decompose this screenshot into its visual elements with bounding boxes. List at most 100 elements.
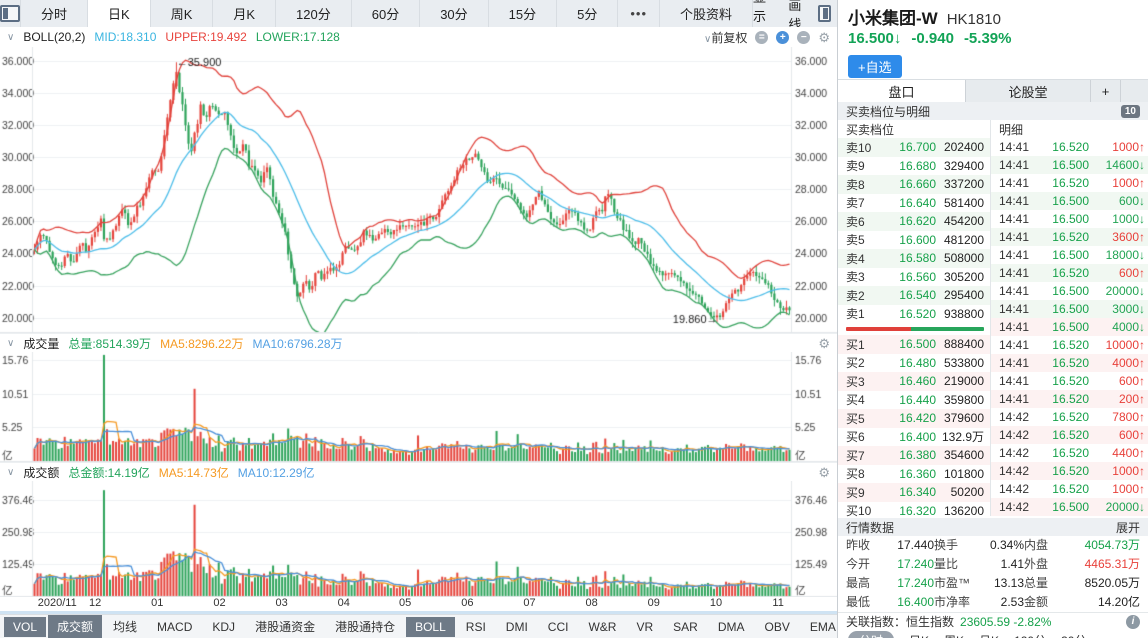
amount-settings-gear-icon[interactable]: ⚙ [818, 464, 830, 480]
main-price-chart[interactable] [0, 47, 837, 333]
indicator-tab-RSI[interactable]: RSI [465, 619, 486, 634]
period-tab-5分[interactable]: 5分 [557, 0, 619, 27]
market-label: 量比 [934, 557, 959, 571]
sell-level-row[interactable]: 卖1 16.520 938800 [846, 306, 984, 322]
adjust-mode-select[interactable]: ∨前复权 [704, 30, 748, 45]
buy-level-row[interactable]: 买5 16.420 379600 [838, 409, 990, 428]
buy-level-row[interactable]: 买10 16.320 136200 [846, 503, 984, 519]
indicator-tab-SAR[interactable]: SAR [673, 619, 698, 634]
buy-level-row[interactable]: 买3 16.460 219000 [838, 372, 990, 391]
boll-indicator-header: ∨ BOLL(20,2) MID:18.310 UPPER:19.492 LOW… [0, 27, 837, 47]
sell-level-row[interactable]: 卖10 16.700 202400 [838, 138, 990, 157]
panel-tab-+[interactable]: + [1091, 80, 1121, 102]
sell-levels-list: 卖10 16.700 202400 卖9 16.680 329400 卖8 16.660 337… [838, 138, 990, 323]
sell-level-row[interactable]: 卖8 16.660 337200 [838, 175, 990, 194]
tick-row: 14:42 16.520 1000↑ [991, 462, 1148, 480]
period-tab-15分[interactable]: 15分 [489, 0, 558, 27]
indicator-tab-DMA[interactable]: DMA [717, 619, 745, 634]
sell-level-row[interactable]: 卖9 16.680 329400 [846, 158, 984, 174]
indicator-tab-VR[interactable]: VR [636, 619, 654, 634]
panel-period-日K[interactable]: 日K [909, 632, 929, 638]
collapse-main-icon[interactable]: ∨ [7, 31, 15, 43]
volume-settings-gear-icon[interactable]: ⚙ [818, 335, 830, 351]
sell-level-row[interactable]: 卖4 16.580 508000 [838, 249, 990, 268]
period-tab-日K[interactable]: 日K [88, 0, 151, 27]
sell-level-row[interactable]: 卖6 16.620 454200 [838, 212, 990, 231]
sell-level-row[interactable]: 卖7 16.640 581400 [846, 195, 984, 211]
panel-tabs: 盘口 论股堂 + [838, 79, 1148, 103]
info-icon[interactable]: i [1126, 614, 1140, 629]
indicator-tab-港股通资金[interactable]: 港股通资金 [255, 620, 316, 634]
tick-row: 14:41 16.500 14600↓ [991, 156, 1148, 174]
chart-scrollbar[interactable] [0, 611, 837, 614]
period-tab-30分[interactable]: 30分 [420, 0, 489, 27]
market-label: 市净率 [934, 595, 971, 609]
period-tab-•••[interactable]: ••• [618, 0, 661, 27]
buy-level-row[interactable]: 买7 16.380 354600 [838, 446, 990, 465]
indicator-tab-MACD[interactable]: MACD [157, 619, 193, 634]
expand-button[interactable]: 展开 [1115, 520, 1140, 535]
indicator-tab-BOLL[interactable]: BOLL [406, 616, 455, 637]
boll-upper-value: UPPER:19.492 [165, 30, 247, 44]
indicator-tab-W&R[interactable]: W&R [588, 619, 617, 634]
zoom-out-icon[interactable]: − [797, 30, 811, 44]
indicator-tab-均线[interactable]: 均线 [113, 620, 138, 634]
zoom-in-icon[interactable]: + [776, 30, 790, 44]
buy-level-row[interactable]: 买6 16.400 132.9万 [846, 429, 984, 445]
indicator-tab-CCI[interactable]: CCI [547, 619, 569, 634]
buy-level-row[interactable]: 买8 16.360 101800 [846, 466, 984, 482]
indicator-tab-港股通持仓[interactable]: 港股通持仓 [335, 620, 396, 634]
tick-row: 14:42 16.520 7800↑ [999, 410, 1145, 424]
volume-chart[interactable] [0, 352, 837, 462]
toggle-right-panel-button[interactable] [818, 5, 832, 22]
month-label: 03 [275, 597, 288, 609]
panel-period-30分[interactable]: 30分 [1061, 632, 1086, 638]
add-favorite-button[interactable]: +自选 [848, 55, 902, 78]
period-tab-分时[interactable]: 分时 [21, 0, 89, 27]
sell-level-row[interactable]: 卖3 16.560 305200 [846, 269, 984, 285]
tick-row: 14:41 16.500 20000↓ [999, 284, 1145, 298]
panel-period-分时[interactable]: 分时 [848, 630, 895, 638]
tick-row: 14:41 16.500 600↓ [991, 192, 1148, 210]
sell-level-row[interactable]: 卖2 16.540 295400 [838, 286, 990, 305]
ratio-red-segment [846, 327, 911, 331]
buy-level-row[interactable]: 买1 16.500 888400 [838, 335, 990, 354]
last-price: 16.500↓ [848, 30, 902, 47]
tick-row: 14:41 16.520 10000↑ [999, 338, 1145, 352]
panel-period-月K[interactable]: 月K [979, 632, 999, 638]
indicator-tab-KDJ[interactable]: KDJ [212, 619, 236, 634]
period-tab-个股资料[interactable]: 个股资料 [660, 0, 754, 27]
related-index-row: 关联指数： 恒生指数 23605.59 -2.82% i [838, 612, 1148, 630]
index-name[interactable]: 恒生指数 [906, 615, 955, 629]
buy-level-row[interactable]: 买4 16.440 359800 [846, 392, 984, 408]
panel-tab-盘口[interactable]: 盘口 [838, 80, 966, 102]
indicator-tab-DMI[interactable]: DMI [505, 619, 528, 634]
market-label: 换手 [934, 538, 959, 552]
panel-tab-论股堂[interactable]: 论股堂 [966, 80, 1091, 102]
tick-row: 14:42 16.520 4400↑ [999, 446, 1145, 460]
toggle-left-panel-button[interactable] [0, 0, 21, 27]
indicator-tab-EMA[interactable]: EMA [809, 619, 836, 634]
reset-zoom-icon[interactable]: = [755, 30, 769, 44]
buy-level-row[interactable]: 买9 16.340 50200 [838, 483, 990, 502]
period-tab-周K[interactable]: 周K [151, 0, 214, 27]
panel-period-120分[interactable]: 120分 [1014, 632, 1046, 638]
month-label: 04 [337, 597, 350, 609]
collapse-amount-icon[interactable]: ∨ [7, 466, 15, 478]
main-settings-gear-icon[interactable]: ⚙ [818, 29, 830, 45]
tick-row: 14:41 16.500 4000↓ [991, 318, 1148, 336]
sell-level-row[interactable]: 卖5 16.600 481200 [846, 232, 984, 248]
period-tab-120分[interactable]: 120分 [276, 0, 352, 27]
amount-chart[interactable] [0, 481, 837, 597]
indicator-tab-OBV[interactable]: OBV [764, 619, 790, 634]
period-tab-60分[interactable]: 60分 [352, 0, 421, 27]
panel-period-周K[interactable]: 周K [944, 632, 964, 638]
indicator-tab-VOL[interactable]: VOL [4, 616, 47, 637]
tick-detail-column[interactable]: 明细 14:41 16.520 1000↑ 14:41 16.500 14600↓ 14:4… [990, 120, 1148, 516]
indicator-tab-成交额[interactable]: 成交额 [48, 615, 103, 638]
period-tab-月K[interactable]: 月K [213, 0, 277, 27]
buy-level-row[interactable]: 买2 16.480 533800 [846, 355, 984, 371]
market-value: 17.240 [897, 557, 934, 571]
collapse-volume-icon[interactable]: ∨ [7, 337, 15, 349]
month-label: 02 [213, 597, 226, 609]
